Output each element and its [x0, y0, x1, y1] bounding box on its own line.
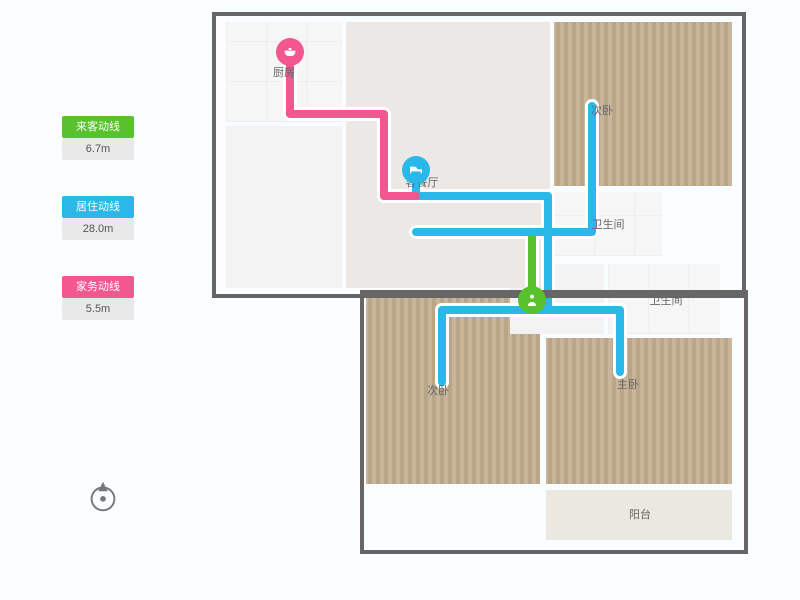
route-icon-guest	[518, 286, 546, 314]
outer-wall-1	[360, 290, 748, 554]
compass-icon	[84, 478, 122, 516]
route-icon-living	[402, 156, 430, 184]
legend-title: 居住动线	[62, 196, 134, 218]
legend-value: 28.0m	[62, 218, 134, 240]
stage: { "viewport": { "width": 800, "height": …	[0, 0, 800, 600]
legend-value: 6.7m	[62, 138, 134, 160]
floor-plan: 厨房客餐厅次卧卫生间卫生间次卧主卧阳台	[212, 12, 760, 564]
legend-title: 来客动线	[62, 116, 134, 138]
legend-title: 家务动线	[62, 276, 134, 298]
legend-item-chore: 家务动线 5.5m	[62, 276, 134, 320]
route-icon-chore	[276, 38, 304, 66]
legend-value: 5.5m	[62, 298, 134, 320]
legend-item-living: 居住动线 28.0m	[62, 196, 134, 240]
legend-item-guest: 来客动线 6.7m	[62, 116, 134, 160]
legend: 来客动线 6.7m 居住动线 28.0m 家务动线 5.5m	[62, 116, 134, 356]
